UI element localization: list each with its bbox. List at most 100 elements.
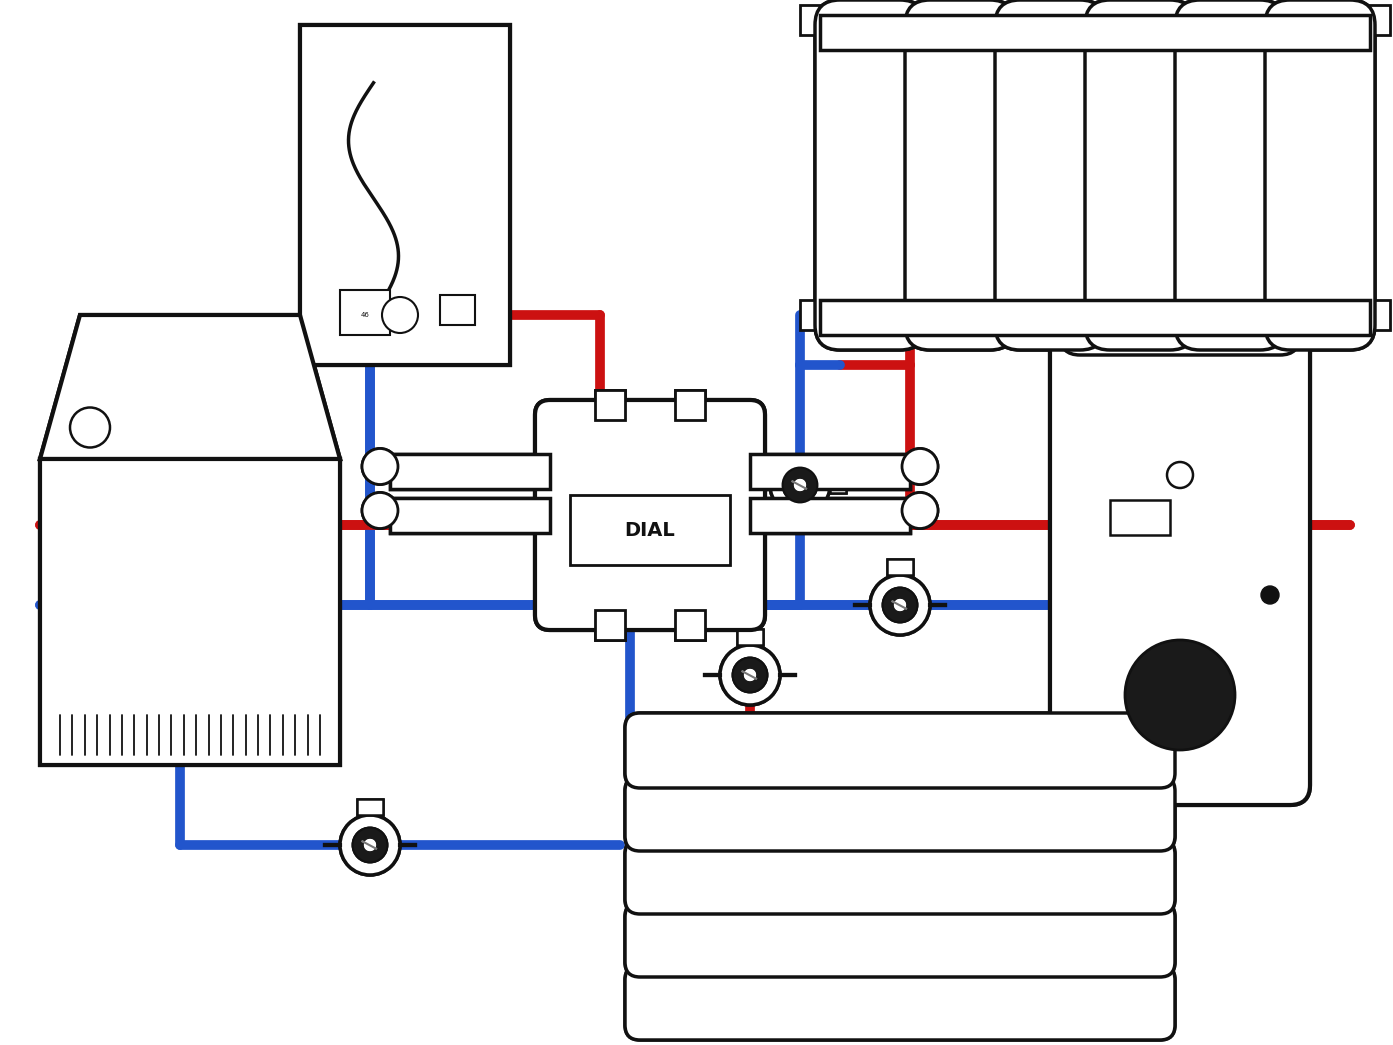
Bar [595,390,625,420]
Circle shape [783,467,818,503]
Text: 46: 46 [361,312,369,318]
Bar [676,610,705,640]
Circle shape [720,645,780,705]
Bar [357,799,383,815]
Bar [570,495,730,565]
Circle shape [365,839,375,851]
Bar [820,300,1369,335]
Bar [749,498,910,533]
Bar [737,629,763,645]
FancyBboxPatch shape [625,839,1176,914]
Circle shape [745,670,755,680]
Circle shape [894,600,905,610]
FancyBboxPatch shape [625,902,1176,977]
Text: DIAL: DIAL [624,520,676,539]
FancyBboxPatch shape [625,839,1176,914]
Circle shape [733,657,768,693]
Circle shape [903,448,937,485]
Circle shape [883,587,918,623]
Circle shape [382,297,418,333]
Circle shape [352,828,387,862]
Bar [595,390,625,420]
Bar [357,799,383,815]
Bar [299,25,510,365]
Circle shape [362,448,398,485]
Bar [749,454,910,489]
FancyBboxPatch shape [625,776,1176,851]
Bar [887,559,912,575]
FancyBboxPatch shape [625,776,1176,851]
FancyBboxPatch shape [625,713,1176,788]
FancyBboxPatch shape [905,0,1015,350]
Bar [676,390,705,420]
FancyBboxPatch shape [535,400,765,630]
Circle shape [352,828,387,862]
Circle shape [340,815,400,875]
Circle shape [770,455,830,515]
Circle shape [340,815,400,875]
Bar [390,498,550,533]
FancyBboxPatch shape [1050,265,1309,805]
FancyBboxPatch shape [625,902,1176,977]
Circle shape [903,492,937,529]
FancyBboxPatch shape [815,0,925,350]
Circle shape [883,587,918,623]
Bar [340,291,390,335]
Bar [749,498,910,533]
FancyBboxPatch shape [995,0,1105,350]
Text: DIAL: DIAL [624,520,676,539]
Bar [40,459,340,765]
FancyBboxPatch shape [905,0,1015,350]
Circle shape [783,467,818,503]
Circle shape [382,297,418,333]
Bar [440,295,475,325]
Bar [595,610,625,640]
Circle shape [794,480,805,490]
Circle shape [794,480,805,490]
Circle shape [720,645,780,705]
Circle shape [362,448,398,485]
Bar [820,15,1369,50]
Circle shape [1126,640,1236,750]
Circle shape [365,839,375,851]
Bar [820,300,1369,335]
Bar [830,467,846,493]
Circle shape [745,670,755,680]
Bar [820,15,1369,50]
FancyBboxPatch shape [1176,0,1284,350]
FancyBboxPatch shape [1050,265,1309,805]
FancyBboxPatch shape [1060,260,1300,355]
Bar [676,390,705,420]
Bar [887,559,912,575]
Bar [390,454,550,489]
FancyBboxPatch shape [625,965,1176,1040]
Circle shape [362,492,398,529]
Circle shape [733,657,768,693]
Bar [570,495,730,565]
Circle shape [1261,586,1279,604]
Bar [390,498,550,533]
Bar [800,300,846,330]
Circle shape [871,575,931,635]
FancyBboxPatch shape [1085,0,1195,350]
Circle shape [70,408,110,447]
Bar [440,295,475,325]
Bar [340,291,390,335]
Circle shape [362,492,398,529]
Polygon shape [40,315,340,459]
FancyBboxPatch shape [1265,0,1375,350]
Circle shape [1167,462,1192,488]
Text: 46: 46 [361,312,369,318]
Circle shape [894,600,905,610]
Bar [390,454,550,489]
FancyBboxPatch shape [625,713,1176,788]
Bar [830,467,846,493]
Polygon shape [40,315,340,459]
FancyBboxPatch shape [1085,0,1195,350]
Circle shape [70,408,110,447]
Bar [595,610,625,640]
Bar [1110,500,1170,535]
Bar [299,25,510,365]
Bar [1110,500,1170,535]
Bar [1346,5,1390,34]
